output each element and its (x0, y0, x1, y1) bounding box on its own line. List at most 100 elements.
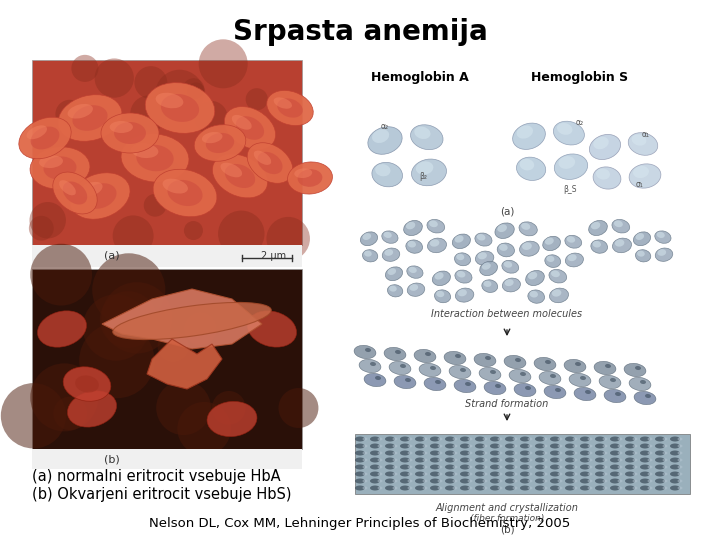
Ellipse shape (580, 478, 590, 483)
Ellipse shape (552, 289, 562, 296)
Ellipse shape (163, 179, 188, 193)
Text: (fiber formation): (fiber formation) (470, 514, 544, 523)
Ellipse shape (370, 478, 380, 483)
Ellipse shape (445, 478, 455, 483)
Ellipse shape (482, 465, 487, 469)
Ellipse shape (520, 485, 530, 490)
Ellipse shape (595, 485, 605, 490)
Ellipse shape (236, 116, 264, 140)
Ellipse shape (516, 157, 546, 180)
Ellipse shape (514, 383, 536, 396)
Ellipse shape (482, 472, 487, 476)
Bar (335, 62, 710, 507)
Ellipse shape (632, 437, 637, 441)
Ellipse shape (647, 487, 652, 489)
Ellipse shape (559, 156, 575, 169)
Ellipse shape (603, 480, 608, 483)
Ellipse shape (580, 457, 590, 462)
Ellipse shape (564, 360, 586, 373)
Ellipse shape (392, 451, 397, 455)
Ellipse shape (678, 472, 683, 476)
Ellipse shape (662, 444, 667, 448)
Ellipse shape (505, 436, 515, 442)
Ellipse shape (565, 457, 575, 462)
Ellipse shape (394, 375, 416, 389)
Ellipse shape (485, 356, 491, 360)
Ellipse shape (502, 260, 518, 273)
Ellipse shape (603, 437, 608, 441)
Ellipse shape (58, 94, 122, 141)
Circle shape (29, 216, 54, 241)
Ellipse shape (294, 168, 312, 178)
Ellipse shape (161, 94, 199, 122)
Ellipse shape (572, 487, 577, 489)
Ellipse shape (542, 444, 547, 448)
Ellipse shape (385, 457, 395, 462)
Ellipse shape (253, 151, 271, 165)
Ellipse shape (248, 311, 297, 347)
Ellipse shape (647, 444, 652, 448)
Ellipse shape (361, 232, 377, 246)
Ellipse shape (513, 472, 518, 476)
Ellipse shape (670, 450, 680, 456)
Ellipse shape (520, 436, 530, 442)
Ellipse shape (445, 457, 455, 462)
Ellipse shape (78, 182, 102, 197)
Bar (32, 60, 302, 245)
Ellipse shape (415, 450, 425, 456)
Ellipse shape (377, 444, 382, 448)
Ellipse shape (499, 244, 508, 251)
Ellipse shape (580, 464, 590, 469)
Ellipse shape (384, 347, 406, 361)
Ellipse shape (618, 465, 623, 469)
Ellipse shape (362, 249, 378, 262)
Ellipse shape (30, 126, 60, 150)
Ellipse shape (647, 437, 652, 441)
Ellipse shape (610, 436, 620, 442)
Ellipse shape (355, 436, 365, 442)
Ellipse shape (618, 437, 623, 441)
Ellipse shape (654, 231, 671, 244)
Ellipse shape (438, 472, 443, 476)
Ellipse shape (591, 222, 600, 230)
Ellipse shape (467, 437, 472, 441)
Ellipse shape (37, 311, 86, 347)
Ellipse shape (438, 487, 443, 489)
Ellipse shape (408, 480, 413, 483)
Ellipse shape (603, 451, 608, 455)
Ellipse shape (550, 471, 560, 476)
Ellipse shape (590, 134, 621, 159)
Ellipse shape (415, 457, 425, 462)
Ellipse shape (377, 458, 382, 462)
Ellipse shape (387, 285, 402, 297)
Ellipse shape (408, 472, 413, 476)
Ellipse shape (475, 478, 485, 483)
Ellipse shape (535, 471, 545, 476)
Ellipse shape (455, 288, 474, 302)
Ellipse shape (385, 450, 395, 456)
Ellipse shape (84, 183, 117, 209)
Ellipse shape (145, 83, 215, 133)
Ellipse shape (68, 391, 117, 427)
Circle shape (30, 363, 99, 431)
Ellipse shape (355, 485, 365, 490)
Ellipse shape (610, 485, 620, 490)
Ellipse shape (53, 172, 97, 214)
Ellipse shape (382, 248, 400, 261)
Ellipse shape (498, 472, 503, 476)
Ellipse shape (423, 480, 428, 483)
Ellipse shape (430, 239, 439, 247)
Ellipse shape (372, 163, 402, 187)
Ellipse shape (580, 376, 586, 380)
Ellipse shape (385, 485, 395, 490)
Ellipse shape (414, 126, 431, 139)
Ellipse shape (655, 471, 665, 476)
Text: (a) normalni eritrocit vsebuje HbA: (a) normalni eritrocit vsebuje HbA (32, 469, 281, 484)
Text: β_S: β_S (563, 185, 577, 194)
Ellipse shape (73, 105, 107, 131)
Ellipse shape (525, 386, 531, 390)
Ellipse shape (625, 485, 635, 490)
Ellipse shape (460, 450, 470, 456)
Ellipse shape (565, 253, 583, 267)
Ellipse shape (557, 451, 562, 455)
